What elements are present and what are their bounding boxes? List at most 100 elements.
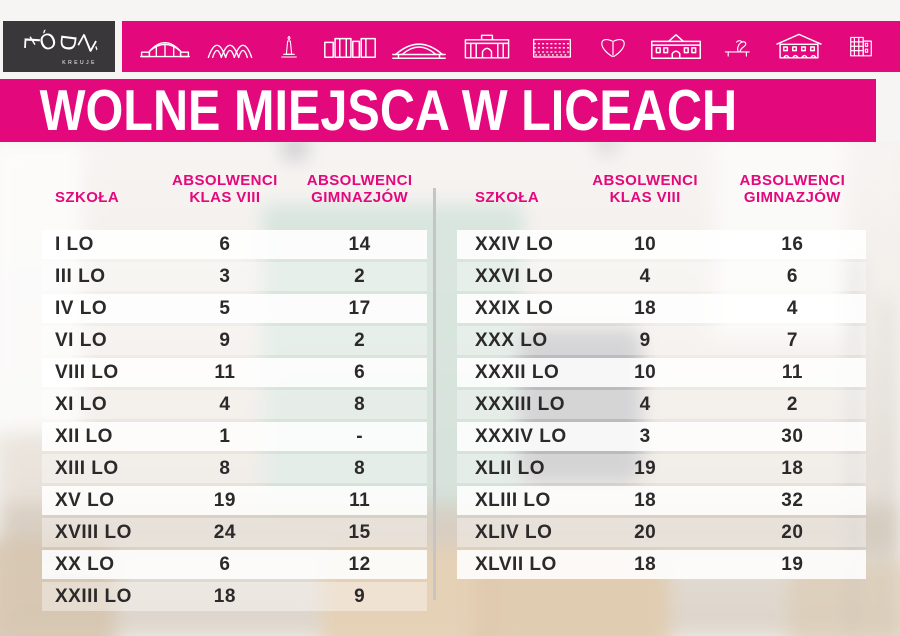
klas-viii-count: 18 [634, 297, 657, 319]
school-name: VIII LO [55, 361, 119, 383]
school-name: XXIV LO [475, 233, 554, 255]
school-name: XLIII LO [475, 489, 551, 511]
klas-viii-count: 3 [639, 425, 651, 447]
gimnazjow-count: 30 [781, 425, 804, 447]
train-station-icon [139, 30, 191, 64]
landmark-icon-bar [122, 21, 900, 72]
table-row: XXIV LO 10 16 [457, 230, 866, 259]
school-name: XXXIII LO [475, 393, 566, 415]
header-line: ABSOLWENCI [172, 171, 278, 189]
gimnazjow-count: 4 [786, 297, 798, 319]
page-title: WOLNE MIEJSCA W LICEACH [39, 78, 738, 143]
school-name: XXIII LO [55, 585, 132, 607]
gimnazjow-count: 7 [786, 329, 798, 351]
gimnazjow-count: 2 [354, 265, 366, 287]
klas-viii-count: 4 [639, 393, 651, 415]
table-row: XV LO 19 11 [42, 486, 427, 515]
klas-viii-count: 6 [219, 553, 231, 575]
gimnazjow-count: 11 [349, 489, 371, 511]
klas-viii-count: 11 [214, 361, 236, 383]
klas-viii-count: 10 [634, 361, 657, 383]
table-row: XLVII LO 18 19 [457, 550, 866, 579]
palace-facade-icon [648, 30, 704, 64]
header-line: GIMNAZJÓW [743, 188, 841, 206]
gimnazjow-count: 18 [781, 457, 804, 479]
table-header: SZKOŁA ABSOLWENCI KLAS VIII ABSOLWENCI G… [42, 160, 427, 206]
klas-viii-count: 5 [219, 297, 231, 319]
school-name: XLVII LO [475, 553, 557, 575]
table-row: XIII LO 8 8 [42, 454, 427, 483]
table-row: XXXII LO 10 11 [457, 358, 866, 387]
table-row: III LO 3 2 [42, 262, 427, 291]
gimnazjow-count: 2 [354, 329, 366, 351]
klas-viii-count: 1 [219, 425, 231, 447]
klas-viii-count: 19 [213, 489, 236, 511]
table-row: XXIII LO 18 9 [42, 582, 427, 611]
gimnazjow-count: 12 [348, 553, 371, 575]
ec1-complex-icon [322, 30, 378, 64]
gimnazjow-count: 11 [781, 361, 803, 383]
lodz-city-logo: Ł Ó D Ź KREUJE [3, 21, 115, 72]
gimnazjow-count: 17 [348, 297, 371, 319]
school-name: XIII LO [55, 457, 119, 479]
table-row: XLIV LO 20 20 [457, 518, 866, 547]
table-body: I LO 6 14 III LO 3 2 IV LO 5 17 VI LO 9 2 VIII LO 11 6… [42, 230, 427, 611]
table-row: XLII LO 19 18 [457, 454, 866, 483]
gimnazjow-count: 2 [786, 393, 798, 415]
gimnazjow-count: 16 [781, 233, 804, 255]
school-name: XV LO [55, 489, 115, 511]
gimnazjow-count: 19 [781, 553, 804, 575]
klas-viii-count: 10 [634, 233, 657, 255]
klas-viii-count: 6 [219, 233, 231, 255]
header-line: ABSOLWENCI [592, 171, 698, 189]
klas-viii-count: 18 [634, 489, 657, 511]
klas-viii-count: 19 [634, 457, 657, 479]
table-row: XXVI LO 4 6 [457, 262, 866, 291]
heart-icon [591, 30, 635, 64]
table-row: XXIX LO 18 4 [457, 294, 866, 323]
table-row: IV LO 5 17 [42, 294, 427, 323]
table-row: XVIII LO 24 15 [42, 518, 427, 547]
office-building-icon [839, 30, 883, 64]
table-row: XI LO 4 8 [42, 390, 427, 419]
gimnazjow-count: 20 [781, 521, 804, 543]
klas-viii-count: 9 [219, 329, 231, 351]
tables-divider [433, 188, 436, 600]
gimnazjow-count: 9 [354, 585, 366, 607]
table-header: SZKOŁA ABSOLWENCI KLAS VIII ABSOLWENCI G… [457, 160, 866, 206]
column-header-klas-viii: ABSOLWENCI KLAS VIII [572, 172, 719, 207]
klas-viii-count: 3 [219, 265, 231, 287]
school-name: XX LO [55, 553, 115, 575]
school-name: XXIX LO [475, 297, 554, 319]
table-row: XII LO 1 - [42, 422, 427, 451]
school-name: XI LO [55, 393, 108, 415]
school-name: IV LO [55, 297, 108, 319]
klas-viii-count: 20 [634, 521, 657, 543]
column-header-school: SZKOŁA [55, 188, 120, 206]
column-header-gimnazjow: ABSOLWENCI GIMNAZJÓW [719, 172, 866, 207]
header-line: ABSOLWENCI [739, 171, 846, 189]
gimnazjow-count: 6 [354, 361, 366, 383]
school-name: XXX LO [475, 329, 548, 351]
table-row: XXXIII LO 4 2 [457, 390, 866, 419]
gimnazjow-count: 8 [354, 457, 366, 479]
school-name: XLIV LO [475, 521, 553, 543]
table-row: XLIII LO 18 32 [457, 486, 866, 515]
column-header-klas-viii: ABSOLWENCI KLAS VIII [158, 172, 293, 207]
header-line: ABSOLWENCI [306, 171, 413, 189]
school-name: XXVI LO [475, 265, 554, 287]
school-name: XXXII LO [475, 361, 560, 383]
bench-monument-icon [717, 30, 759, 64]
logo-slogan: KREUJE [62, 59, 97, 66]
header-line: KLAS VIII [609, 188, 681, 206]
gimnazjow-count: 8 [354, 393, 366, 415]
gimnazjow-count: - [356, 425, 364, 447]
column-header-school: SZKOŁA [475, 188, 540, 206]
school-name: XII LO [55, 425, 113, 447]
column-header-gimnazjow: ABSOLWENCI GIMNAZJÓW [292, 172, 427, 207]
klas-viii-count: 9 [639, 329, 651, 351]
klas-viii-count: 18 [634, 553, 657, 575]
header-line: KLAS VIII [189, 188, 261, 206]
table-row: XX LO 6 12 [42, 550, 427, 579]
arcade-house-icon [772, 30, 826, 64]
